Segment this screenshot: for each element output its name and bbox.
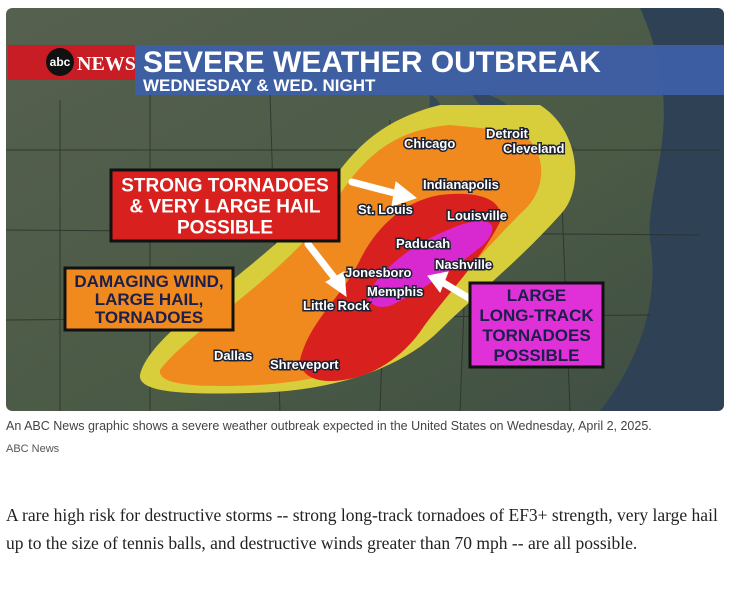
logo: abc [50,55,71,69]
map-body: abc NEWS SEVERE WEATHER OUTBREAK WEDNESD… [6,8,724,411]
paragraph: A rare high risk for destructive storms … [6,505,718,553]
city-label: Paducah [396,236,450,251]
city-label: Jonesboro [345,265,412,280]
callout-text: TORNADOES [482,326,590,345]
subtitle: WEDNESDAY & WED. NIGHT [143,76,376,95]
callout-text: STRONG TORNADOES [121,175,329,196]
callout-box [468,281,605,369]
logo-circle [46,48,74,76]
callout-text: LONG-TRACK [479,306,594,325]
arrows [304,178,476,304]
city-label: Cleveland [503,141,564,156]
caption: An ABC News graphic shows a severe weath… [6,419,652,433]
city-label: Detroit [486,126,529,141]
city-label: Indianapolis [423,177,499,192]
callouts: STRONG TORNADOES& VERY LARGE HAILPOSSIBL… [63,168,605,369]
callout-text: DAMAGING WIND, [74,272,223,291]
long-track-risk [368,220,493,307]
callout-text: TORNADOES [95,308,203,327]
city-label: Little Rock [303,298,370,313]
city-label: Memphis [367,284,423,299]
weather-map: abc NEWS SEVERE WEATHER OUTBREAK WEDNESD… [6,8,724,411]
title: SEVERE WEATHER OUTBREAK [143,46,601,79]
callout-box [63,266,235,332]
enhanced-risk [159,125,542,386]
callout-text: LARGE [507,286,567,305]
credit: ABC News [6,443,60,455]
city-label: Chicago [404,136,455,151]
callout-text: LARGE HAIL, [95,290,204,309]
ocean [600,8,724,411]
city-label: Dallas [214,348,252,363]
title-band [135,45,724,95]
city-label: St. Louis [358,202,413,217]
callout-text: POSSIBLE [494,346,580,365]
network: NEWS [77,53,136,75]
callout-box [109,168,341,243]
city-label: Shreveport [270,357,339,372]
city-label: Nashville [435,257,492,272]
city-label: Louisville [447,208,507,223]
callout-text: POSSIBLE [177,217,273,238]
callout-text: & VERY LARGE HAIL [129,196,320,217]
